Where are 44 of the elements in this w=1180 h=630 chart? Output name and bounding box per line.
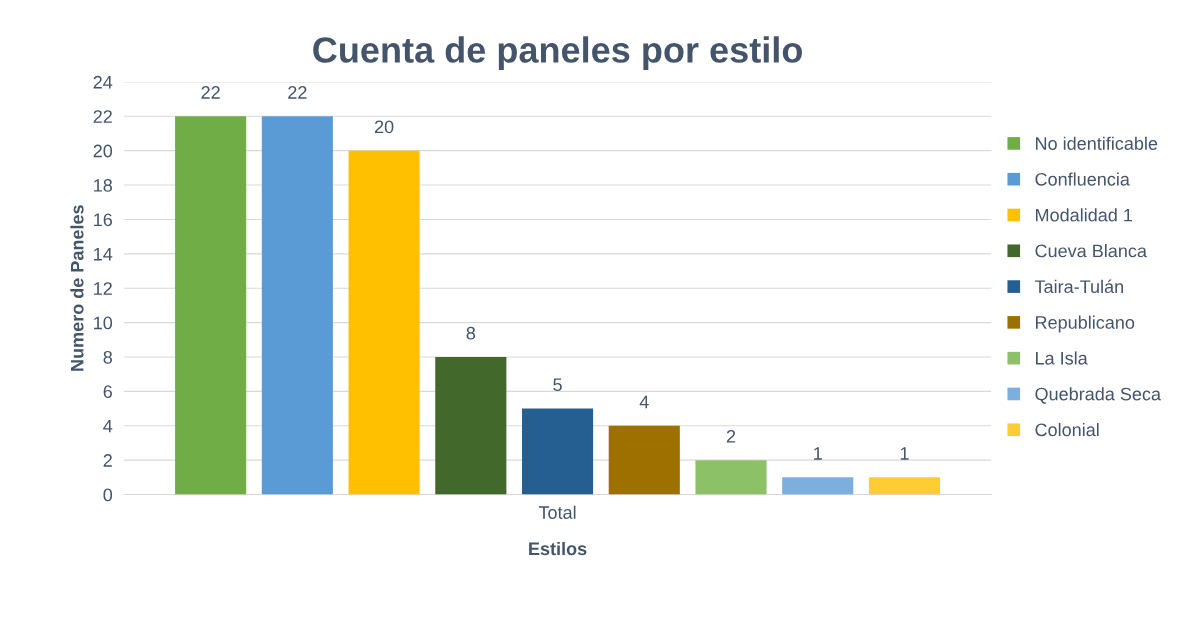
bar xyxy=(521,408,594,495)
data-label: 1 xyxy=(814,447,822,460)
legend-label: Modalidad 1 xyxy=(1036,208,1133,222)
legend-label: Republicano xyxy=(1036,315,1135,333)
data-label: 5 xyxy=(553,378,562,392)
data-label: 2 xyxy=(726,429,736,443)
y-tick-label: 6 xyxy=(103,385,112,399)
x-axis-title: Estilos xyxy=(529,541,587,556)
y-tick-label: 12 xyxy=(94,282,112,295)
legend-label: Cueva Blanca xyxy=(1035,244,1147,258)
data-label: 20 xyxy=(374,120,394,134)
bar xyxy=(175,116,247,495)
bar xyxy=(608,425,680,495)
data-label: 1 xyxy=(900,447,909,460)
y-tick-label: 22 xyxy=(93,110,112,123)
y-tick-label: 20 xyxy=(93,144,113,158)
legend-label: Taira-Tulán xyxy=(1034,279,1123,294)
legend-label: No identificable xyxy=(1036,136,1158,150)
y-tick-label: 16 xyxy=(94,213,112,227)
y-tick-label: 2 xyxy=(103,454,112,467)
y-tick-label: 14 xyxy=(94,247,113,261)
bar xyxy=(348,150,420,495)
chart-title: Cuenta de paneles por estilo xyxy=(313,36,802,70)
data-label: 4 xyxy=(639,395,649,409)
y-tick-label: 0 xyxy=(103,488,113,502)
bar xyxy=(695,460,767,495)
bar xyxy=(261,116,333,495)
x-tick-label: Total xyxy=(538,505,576,519)
data-label: 22 xyxy=(201,86,220,99)
legend-label: La Isla xyxy=(1036,351,1088,365)
y-tick-label: 4 xyxy=(103,419,113,433)
y-tick-label: 24 xyxy=(93,75,113,89)
y-tick-label: 18 xyxy=(94,179,113,192)
y-axis-title: Numero de Paneles xyxy=(70,205,84,371)
y-tick-label: 8 xyxy=(103,350,112,364)
legend-label: Quebrada Seca xyxy=(1035,387,1162,404)
legend-label: Confluencia xyxy=(1035,172,1130,186)
data-label: 8 xyxy=(466,326,476,340)
bar xyxy=(435,357,507,495)
bar xyxy=(868,477,941,495)
data-label: 22 xyxy=(288,86,307,99)
bar xyxy=(782,477,854,495)
y-tick-label: 10 xyxy=(94,316,113,330)
legend-label: Colonial xyxy=(1035,422,1099,437)
